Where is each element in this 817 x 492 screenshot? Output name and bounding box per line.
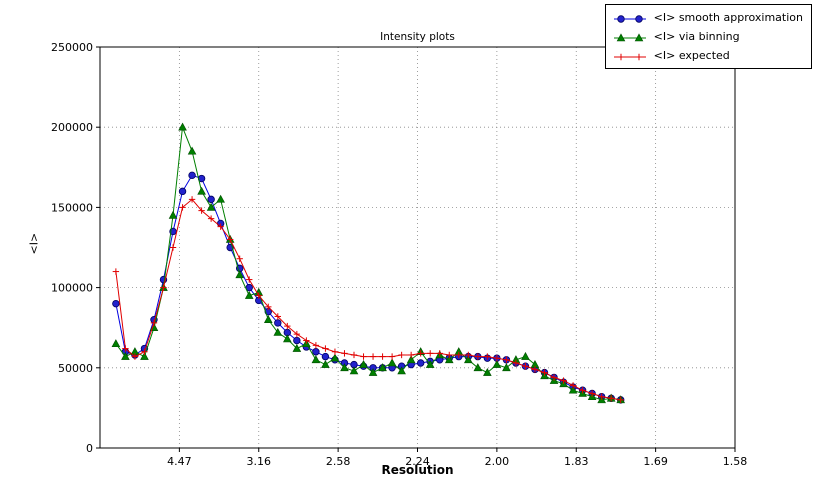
legend-marker-circle-icon — [612, 11, 648, 25]
y-tick-label: 0 — [86, 442, 93, 455]
data-point-triangle — [340, 363, 349, 372]
data-point-triangle — [235, 270, 245, 279]
data-point-triangle — [330, 353, 340, 362]
y-tick-label: 200000 — [51, 121, 93, 134]
data-point-triangle — [292, 343, 302, 352]
data-point-triangle — [483, 367, 492, 376]
series-line — [115, 198, 621, 401]
y-tick-label: 100000 — [51, 282, 93, 295]
legend-label: <I> expected — [653, 49, 730, 62]
data-point-circle — [112, 299, 120, 308]
legend-label: <I> via binning — [653, 30, 740, 43]
data-point-circle — [178, 187, 187, 196]
chart-title: Intensity plots — [380, 31, 455, 43]
y-tick-label: 250000 — [51, 41, 93, 54]
legend-swatch-svg — [613, 14, 646, 23]
data-point-triangle — [216, 194, 225, 203]
data-point-circle — [416, 359, 425, 367]
data-point-triangle — [368, 367, 378, 376]
x-tick-label: 2.24 — [405, 455, 430, 468]
data-point-circle — [274, 319, 282, 327]
data-point-triangle — [244, 290, 254, 299]
y-tick-label: 50000 — [58, 362, 93, 375]
data-point-circle — [312, 348, 320, 356]
legend-marker-triangle-icon — [612, 30, 648, 44]
data-point-triangle — [178, 122, 187, 131]
data-point-triangle — [463, 355, 473, 364]
data-point-circle — [188, 171, 196, 180]
data-point-triangle — [378, 363, 387, 372]
x-tick-label: 1.69 — [643, 455, 668, 468]
data-point-triangle — [568, 385, 578, 394]
data-point-triangle — [492, 359, 502, 368]
data-point-circle — [321, 352, 330, 361]
data-point-triangle — [473, 363, 483, 372]
legend: <I> smooth approximation <I> via binning… — [604, 4, 812, 69]
data-point-triangle — [321, 359, 330, 368]
data-point-triangle — [206, 202, 216, 211]
data-point-triangle — [502, 363, 511, 372]
data-point-triangle — [387, 358, 397, 367]
data-point-triangle — [444, 355, 454, 364]
series-plus — [112, 196, 624, 404]
data-point-triangle — [425, 359, 435, 368]
legend-entry-expected: <I> expected — [612, 47, 803, 64]
data-point-triangle — [359, 359, 368, 368]
data-point-triangle — [187, 146, 197, 155]
data-point-circle — [293, 336, 301, 345]
x-axis-label: Resolution — [381, 463, 454, 477]
data-point-triangle — [197, 186, 206, 195]
legend-swatch-svg — [613, 53, 646, 60]
data-point-triangle — [349, 366, 359, 375]
legend-swatch-svg — [613, 32, 646, 41]
legend-entry-via-binning: <I> via binning — [612, 28, 803, 45]
legend-entry-smooth-approximation: <I> smooth approximation — [612, 9, 803, 26]
data-point-triangle — [111, 339, 121, 348]
data-point-triangle — [406, 355, 416, 364]
data-point-triangle — [397, 366, 406, 375]
legend-marker-plus-icon — [612, 49, 648, 63]
legend-label: <I> smooth approximation — [653, 11, 803, 24]
x-tick-label: 4.47 — [167, 455, 192, 468]
series-line — [115, 127, 621, 401]
data-point-triangle — [168, 210, 178, 219]
data-point-triangle — [283, 334, 292, 343]
y-tick-label: 150000 — [51, 201, 93, 214]
series-triangle — [111, 122, 626, 404]
x-tick-label: 2.00 — [485, 455, 510, 468]
data-point-triangle — [311, 355, 321, 364]
data-point-triangle — [273, 327, 283, 336]
plot-border — [99, 46, 736, 449]
x-tick-label: 2.58 — [326, 455, 351, 468]
data-point-triangle — [521, 351, 530, 360]
data-point-triangle — [140, 351, 149, 360]
data-point-circle — [207, 195, 215, 204]
y-axis-label: <I> — [27, 232, 41, 255]
x-tick-label: 1.83 — [564, 455, 589, 468]
data-point-triangle — [263, 315, 273, 323]
x-tick-label: 1.58 — [723, 455, 748, 468]
data-point-triangle — [121, 351, 130, 360]
x-tick-label: 3.16 — [247, 455, 272, 468]
